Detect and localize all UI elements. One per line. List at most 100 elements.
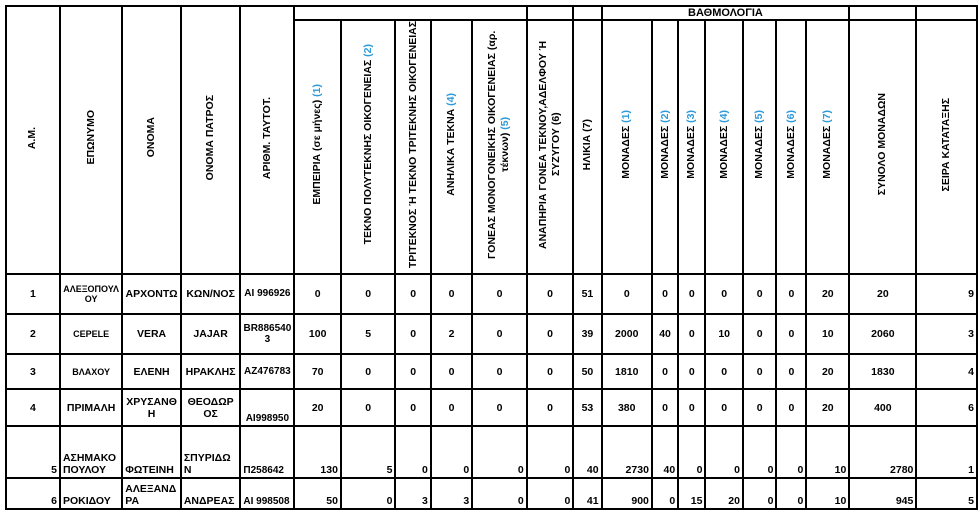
cell-points-value: 380: [600, 388, 653, 428]
cell-criterion-value: 40: [572, 425, 603, 480]
cell-id-number: BR8865403: [239, 313, 296, 356]
header-group-bathmologia: ΒΑΘΜΟΛΟΓΙΑ: [600, 5, 851, 21]
cell-am: 4: [5, 388, 61, 428]
cell-criterion-value: 0: [471, 425, 528, 480]
cell-points-value: 0: [677, 425, 707, 480]
cell-criterion-value: 70: [293, 353, 342, 391]
col-header-total-points: ΣΥΝΟΛΟ ΜΟΝΑΔΩΝ: [848, 18, 918, 276]
cell-points-value: 10: [805, 425, 851, 480]
cell-name: ΧΡΥΣΑΝΘΗ: [121, 388, 182, 428]
cell-total-points: 945: [848, 477, 918, 510]
cell-points-value: 0: [775, 388, 808, 428]
cell-points-value: 0: [600, 273, 653, 316]
cell-father-name: ΗΡΑΚΛΗΣ: [179, 353, 242, 391]
cell-points-value: 0: [775, 477, 808, 510]
cell-points-value: 40: [650, 313, 680, 356]
cell-points-value: 0: [704, 388, 744, 428]
cell-points-value: 15: [677, 477, 707, 510]
cell-criterion-value: 130: [293, 425, 342, 480]
cell-points-value: 0: [677, 273, 707, 316]
cell-rank-order: 4: [915, 353, 978, 391]
cell-criterion-value: 20: [293, 388, 342, 428]
cell-points-value: 900: [600, 477, 653, 510]
cell-criterion-value: 50: [572, 353, 603, 391]
cell-father-name: ΚΩΝ/ΝΟΣ: [179, 273, 242, 316]
cell-criterion-value: 0: [429, 353, 474, 391]
cell-father-name: ΘΕΟΔΩΡΟΣ: [179, 388, 242, 428]
header-spacer-disability: [525, 5, 575, 21]
cell-id-number: ΑΙ 998508: [239, 477, 296, 510]
cell-criterion-value: 51: [572, 273, 603, 316]
cell-points-value: 40: [650, 425, 680, 480]
cell-name: ΕΛΕΝΗ: [121, 353, 182, 391]
cell-total-points: 1830: [848, 353, 918, 391]
col-header-points-5: ΜΟΝΑΔΕΣ (5): [741, 18, 778, 276]
col-header-am: Α.Μ.: [5, 4, 61, 276]
cell-total-points: 400: [848, 388, 918, 428]
cell-name: ΑΛΕΞΑΝΔΡΑ: [121, 477, 182, 510]
cell-surname: ΒΛΑΧΟΥ: [58, 353, 124, 391]
cell-points-value: 0: [741, 425, 778, 480]
table-row: 2 CEPELE VERA JAJAR BR8865403 100 5 0 2 0 0 39 2000 4…: [5, 313, 978, 356]
cell-name: ΑΡΧΟΝΤΩ: [121, 273, 182, 316]
cell-points-value: 20: [805, 388, 851, 428]
cell-surname: CEPELE: [58, 313, 124, 356]
col-header-points-2: ΜΟΝΑΔΕΣ (2): [650, 18, 680, 276]
cell-criterion-value: 0: [471, 388, 528, 428]
cell-points-value: 0: [741, 353, 778, 391]
cell-rank-order: 6: [915, 388, 978, 428]
cell-points-value: 0: [741, 388, 778, 428]
cell-criterion-value: 0: [471, 273, 528, 316]
criterion-number: (5): [499, 117, 512, 130]
cell-criterion-value: 0: [525, 388, 575, 428]
cell-points-value: 0: [775, 273, 808, 316]
col-header-points-1: ΜΟΝΑΔΕΣ (1): [600, 18, 653, 276]
cell-points-value: 0: [650, 353, 680, 391]
criterion-number: (2): [361, 44, 374, 58]
cell-criterion-value: 3: [394, 477, 432, 510]
cell-criterion-value: 0: [429, 388, 474, 428]
col-header-points-3: ΜΟΝΑΔΕΣ (3): [677, 18, 707, 276]
cell-name: VERA: [121, 313, 182, 356]
cell-am: 3: [5, 353, 61, 391]
criterion-number: (2): [658, 110, 671, 124]
cell-id-number: Π258642: [239, 425, 296, 480]
cell-points-value: 20: [805, 353, 851, 391]
cell-criterion-value: 50: [293, 477, 342, 510]
criterion-number: (6): [784, 110, 797, 124]
cell-father-name: ΑΝΔΡΕΑΣ: [179, 477, 242, 510]
cell-criterion-value: 3: [429, 477, 474, 510]
col-header-id-number: ΑΡΙΘΜ. ΤΑΥΤΟΤ.: [239, 4, 296, 276]
table-row: 3 ΒΛΑΧΟΥ ΕΛΕΝΗ ΗΡΑΚΛΗΣ ΑΖ476783 70 0 0 0 0 0 50 1810…: [5, 353, 978, 391]
cell-criterion-value: 0: [394, 388, 432, 428]
cell-points-value: 20: [704, 477, 744, 510]
col-header-rank-order: ΣΕΙΡΑ ΚΑΤΑΤΑΞΗΣ: [915, 18, 978, 276]
header-spacer-criteria: [293, 5, 528, 21]
cell-criterion-value: 0: [394, 313, 432, 356]
header-columns-row: ΕΜΠΕΙΡΙΑ (σε μήνες) (1) ΤΕΚΝΟ ΠΟΛΥΤΕΚΝΗΣ…: [6, 18, 978, 276]
cell-criterion-value: 0: [525, 353, 575, 391]
cell-criterion-value: 0: [525, 425, 575, 480]
cell-points-value: 0: [650, 388, 680, 428]
col-header-age: ΗΛΙΚΙΑ (7): [572, 18, 603, 276]
col-header-triteknos: ΤΡΙΤΕΚΝΟΣ Ή ΤΕΚΝΟ ΤΡΙΤΕΚΝΗΣ ΟΙΚΟΓΕΝΕΙΑΣ: [394, 18, 432, 276]
cell-rank-order: 3: [915, 313, 978, 356]
cell-surname: ΡΟΚΙΔΟΥ: [58, 477, 124, 510]
cell-criterion-value: 0: [471, 353, 528, 391]
cell-points-value: 2730: [600, 425, 653, 480]
cell-points-value: 0: [650, 273, 680, 316]
cell-points-value: 0: [741, 273, 778, 316]
cell-criterion-value: 0: [394, 425, 432, 480]
cell-criterion-value: 41: [572, 477, 603, 510]
cell-rank-order: 9: [915, 273, 978, 316]
col-header-single-parent: ΓΟΝΕΑΣ ΜΟΝΟΓΟΝΕΙΚΗΣ ΟΙΚΟΓΕΝΕΙΑΣ (αρ. τέκ…: [471, 18, 528, 276]
header-group-row: Α.Μ. ΕΠΩΝΥΜΟ ΟΝΟΜΑ ΟΝΟΜΑ ΠΑΤΡΟΣ ΑΡΙΘΜ. Τ…: [5, 4, 978, 276]
table-row: 1 ΑΛΕΞΟΠΟΥΛΟΥ ΑΡΧΟΝΤΩ ΚΩΝ/ΝΟΣ ΑΙ 996926 0 0 0 0 0…: [5, 273, 978, 316]
cell-points-value: 0: [741, 477, 778, 510]
cell-points-value: 2000: [600, 313, 653, 356]
cell-criterion-value: 39: [572, 313, 603, 356]
col-header-father-name: ΟΝΟΜΑ ΠΑΤΡΟΣ: [179, 4, 242, 276]
cell-points-value: 0: [741, 313, 778, 356]
cell-am: 5: [5, 425, 61, 480]
